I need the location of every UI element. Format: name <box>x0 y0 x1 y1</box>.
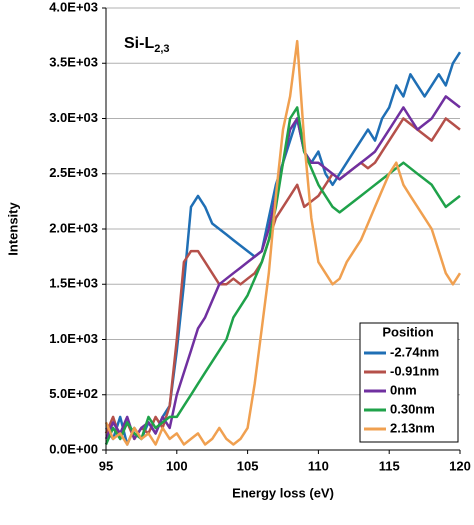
legend-box <box>359 322 459 443</box>
legend-label: 0nm <box>390 382 417 397</box>
legend-label: -0.91nm <box>390 363 439 378</box>
data-line <box>104 106 461 445</box>
y-tick-label: 1.0E+03 <box>49 331 98 346</box>
y-tick-label: 3.0E+03 <box>49 110 98 125</box>
legend-label: -2.74nm <box>390 344 439 359</box>
legend-title: Position <box>382 324 433 339</box>
x-tick-label: 115 <box>379 458 400 473</box>
x-tick-label: 120 <box>449 458 471 473</box>
y-tick-label: 1.5E+03 <box>49 276 98 291</box>
y-axis-label: Intensity <box>5 202 20 256</box>
x-tick-label: 95 <box>99 458 113 473</box>
y-tick-label: 0.0E+00 <box>49 441 98 456</box>
x-tick-label: 110 <box>308 458 329 473</box>
y-tick-label: 2.5E+03 <box>49 165 98 180</box>
data-line <box>104 39 462 446</box>
x-tick-label: 100 <box>166 458 188 473</box>
chart-title: Si-L2,3 <box>124 35 170 55</box>
legend-label: 0.30nm <box>390 401 435 416</box>
y-tick-label: 2.0E+03 <box>49 220 98 235</box>
y-tick-label: 5.0E+02 <box>49 386 98 401</box>
y-tick-label: 3.5E+03 <box>49 55 98 70</box>
x-tick-label: 105 <box>237 458 259 473</box>
legend-label: 2.13nm <box>390 420 435 435</box>
y-tick-label: 4.0E+03 <box>49 0 98 14</box>
x-axis-label: Energy loss (eV) <box>232 485 334 500</box>
